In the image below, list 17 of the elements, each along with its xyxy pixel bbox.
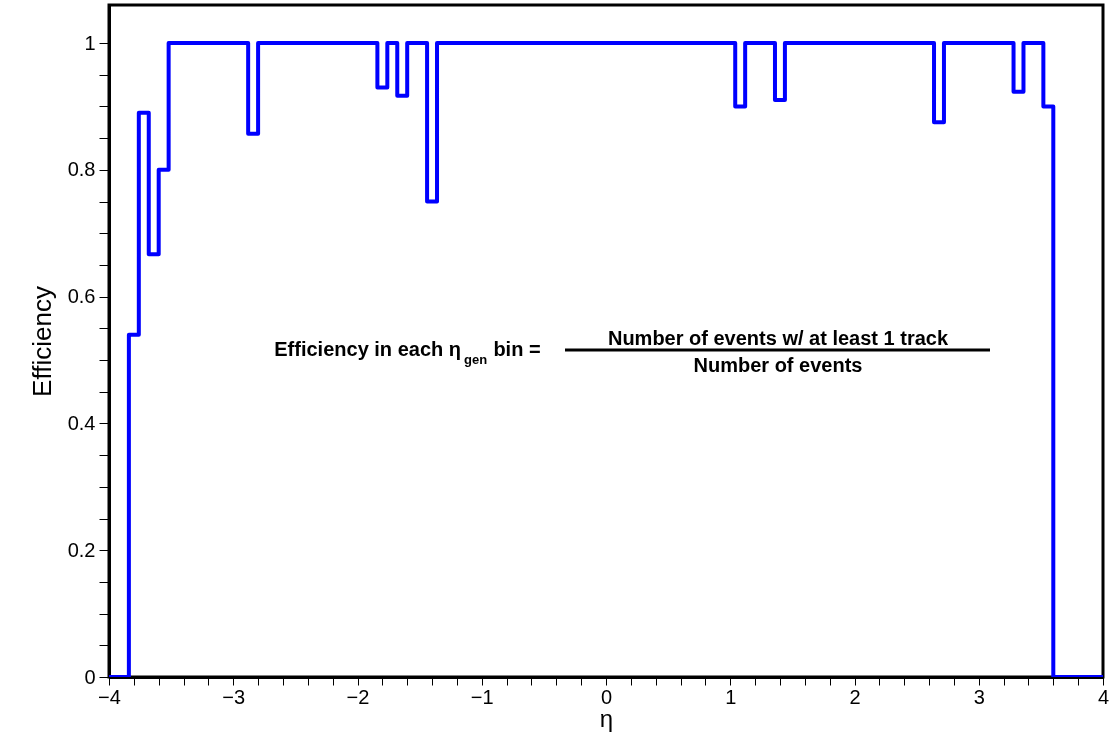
y-tick-label: 1	[84, 31, 96, 54]
y-axis-title: Efficiency	[26, 286, 57, 397]
x-tick-label: 2	[849, 685, 861, 708]
y-tick-label: 0.2	[67, 538, 96, 561]
x-tick-label: 4	[1097, 685, 1110, 708]
y-tick-label: 0.6	[67, 285, 96, 308]
x-tick-label: −3	[222, 685, 246, 708]
x-tick-label: −2	[346, 685, 370, 708]
annotation: Number of events	[693, 354, 863, 376]
y-tick-label: 0.4	[67, 411, 96, 434]
annotation: Number of events w/ at least 1 track	[607, 327, 949, 349]
x-tick-label: 3	[973, 685, 985, 708]
x-tick-label: −4	[98, 685, 121, 708]
y-tick-label: 0.8	[67, 158, 96, 181]
x-tick-label: −1	[470, 685, 494, 708]
x-tick-label: 1	[725, 685, 737, 708]
y-tick-label: 0	[84, 665, 96, 688]
